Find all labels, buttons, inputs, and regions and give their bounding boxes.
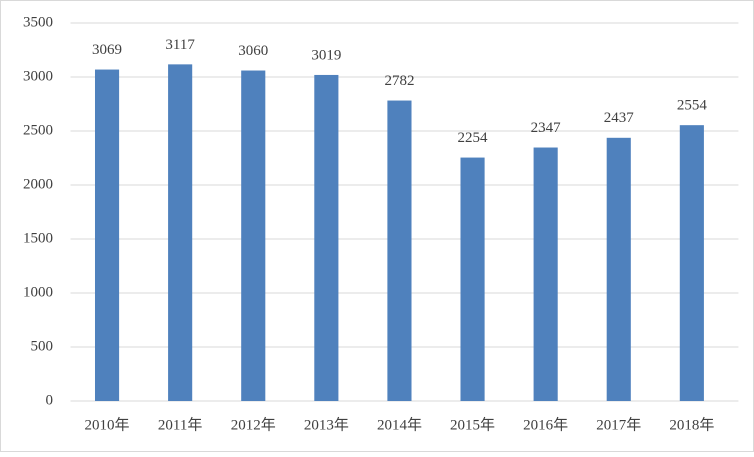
x-tick-label: 2010年 — [85, 416, 130, 433]
y-tick-label: 500 — [31, 338, 54, 354]
data-label: 2782 — [384, 73, 414, 89]
bar — [94, 69, 120, 401]
y-tick-label: 3500 — [23, 14, 53, 30]
data-label: 3060 — [238, 43, 268, 59]
y-tick-label: 1000 — [23, 284, 53, 300]
data-label: 3069 — [92, 42, 122, 58]
data-label: 2437 — [604, 110, 635, 126]
y-tick-label: 1500 — [23, 230, 53, 246]
data-label: 2347 — [531, 120, 562, 136]
y-tick-label: 0 — [46, 392, 54, 408]
bar — [241, 70, 266, 402]
x-tick-label: 2011年 — [158, 416, 202, 433]
data-label: 3019 — [311, 47, 341, 63]
data-label: 2554 — [677, 98, 708, 114]
x-tick-label: 2012年 — [231, 416, 276, 433]
bar — [387, 100, 412, 401]
x-tick-label: 2014年 — [377, 416, 422, 433]
data-label: 3117 — [165, 37, 195, 53]
bar — [168, 64, 193, 401]
bar — [533, 147, 558, 401]
x-tick-label: 2018年 — [669, 416, 714, 433]
x-tick-label: 2016年 — [523, 416, 568, 433]
x-tick-label: 2017年 — [596, 416, 641, 433]
x-tick-label: 2015年 — [450, 416, 495, 433]
x-tick-label: 2013年 — [304, 416, 349, 433]
bar — [314, 74, 339, 401]
bar — [460, 157, 485, 401]
data-label: 2254 — [458, 130, 489, 146]
bar — [606, 137, 631, 401]
y-tick-label: 2500 — [23, 122, 53, 138]
y-tick-label: 2000 — [23, 176, 53, 192]
bar — [679, 125, 704, 401]
y-tick-label: 3000 — [23, 68, 53, 84]
